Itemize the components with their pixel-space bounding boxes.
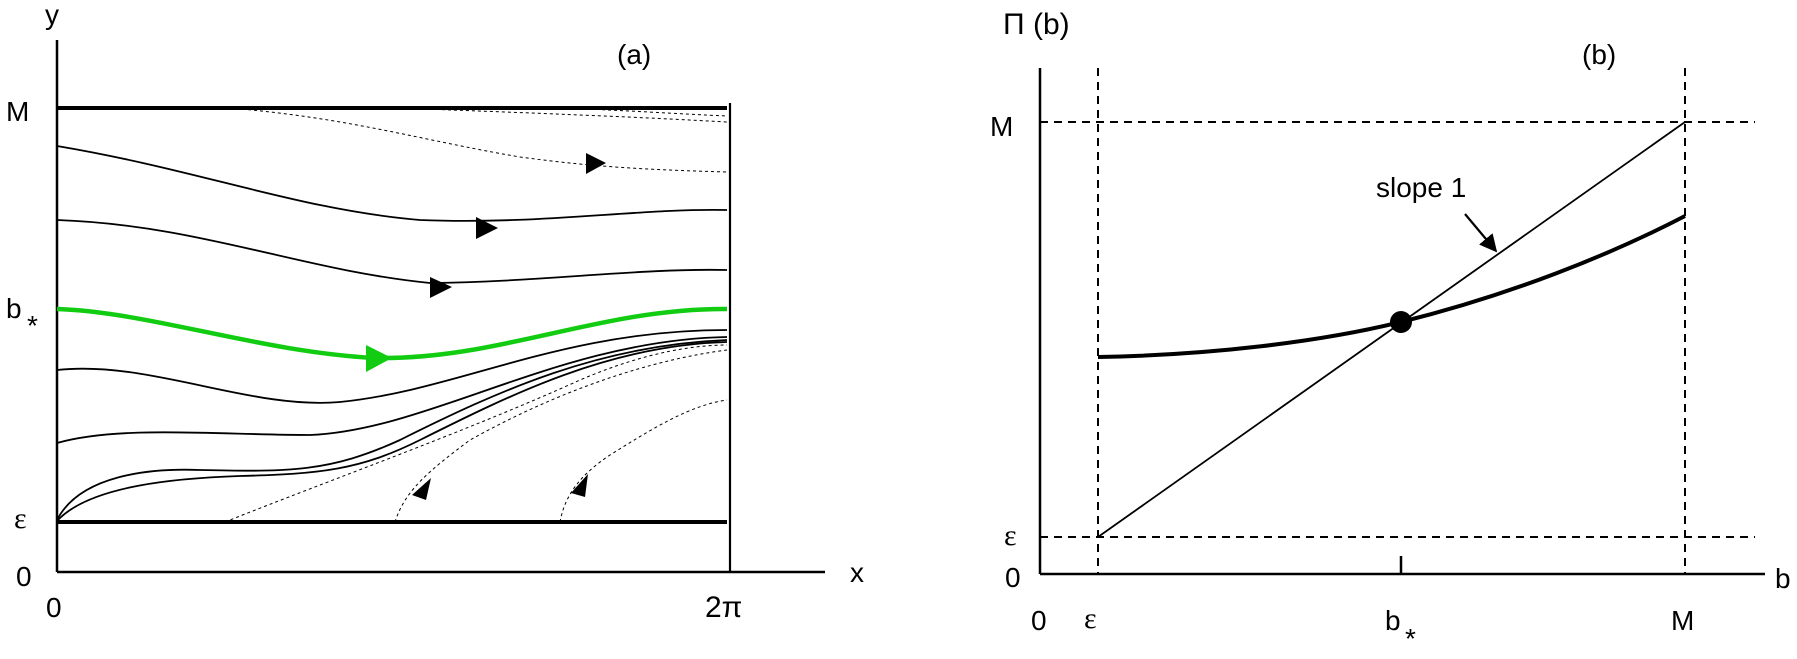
panel-a-x-tick-zero: 0 <box>46 592 62 623</box>
panel-a-dotted-trajectory-1 <box>229 107 728 173</box>
panel-a-dotted-trajectory-4 <box>224 344 728 523</box>
panel-b-annotation-arrow <box>1464 213 1498 253</box>
panel-b-pi-curve <box>1097 214 1686 359</box>
panel-a-trajectory-1 <box>56 145 728 222</box>
panel-a-dotted-arrow-2 <box>571 474 588 497</box>
panel-a-trajectory-1-arrow <box>476 217 498 239</box>
panel-a-trajectory-6 <box>56 341 728 522</box>
panel-b-x-tick-eps: ε <box>1084 602 1097 635</box>
panel-b-x-tick-M: M <box>1671 605 1694 636</box>
panel-a-dotted-trajectory-2 <box>399 107 728 123</box>
panel-b-y-axis-label: Π (b) <box>1003 8 1070 41</box>
panel-a-y-tick-M: M <box>6 96 29 127</box>
panel-a-trajectory-2-arrow <box>430 277 452 298</box>
panel-a-y-axis-label: y <box>45 0 59 30</box>
panel-a-y-tick-bstar: b <box>6 293 22 324</box>
panel-b-fixed-point <box>1390 311 1412 333</box>
panel-b-x-tick-bstar-sub: * <box>1405 623 1416 654</box>
panel-b-diagonal-line <box>1097 121 1686 538</box>
panel-a-trajectory-3 <box>56 329 728 404</box>
panel-a-y-tick-zero: 0 <box>16 561 32 592</box>
panel-a-label: (a) <box>617 39 651 70</box>
panel-b-x-axis-label: b <box>1775 563 1791 594</box>
panel-b-label: (b) <box>1582 39 1616 70</box>
panel-a-dotted-arrow-top <box>586 153 606 174</box>
panel-b-y-tick-eps: ε <box>1004 519 1017 552</box>
panel-a-dotted-trajectory-3 <box>559 107 728 117</box>
panel-a-trajectory-2 <box>56 219 728 284</box>
panel-a-y-tick-eps: ε <box>14 502 27 535</box>
panel-a-dotted-trajectory-6 <box>559 399 728 523</box>
panel-a-x-tick-2pi: 2π <box>705 591 742 624</box>
panel-a-x-axis-label: x <box>850 557 864 588</box>
panel-b-annotation: slope 1 <box>1376 172 1466 203</box>
panel-b: (b) Π (b) b slope 1 M ε 0 0 ε b * M <box>990 8 1791 654</box>
panel-a-trajectory-4 <box>56 336 728 444</box>
panel-b-y-tick-M: M <box>990 111 1013 142</box>
panel-a-dotted-arrow-1 <box>412 478 431 500</box>
panel-a-separatrix-arrow <box>366 345 392 372</box>
panel-a-y-tick-bstar-sub: * <box>27 310 38 341</box>
panel-a-dotted-trajectory-5 <box>394 349 728 523</box>
panel-b-x-tick-bstar: b <box>1385 605 1401 636</box>
panel-a-trajectory-5 <box>56 339 728 521</box>
panel-a: (a) y x M b * ε 0 0 2π <box>6 0 864 624</box>
panel-b-y-tick-zero: 0 <box>1005 562 1021 593</box>
panel-b-x-tick-zero: 0 <box>1031 605 1047 636</box>
panel-a-separatrix <box>56 306 728 361</box>
